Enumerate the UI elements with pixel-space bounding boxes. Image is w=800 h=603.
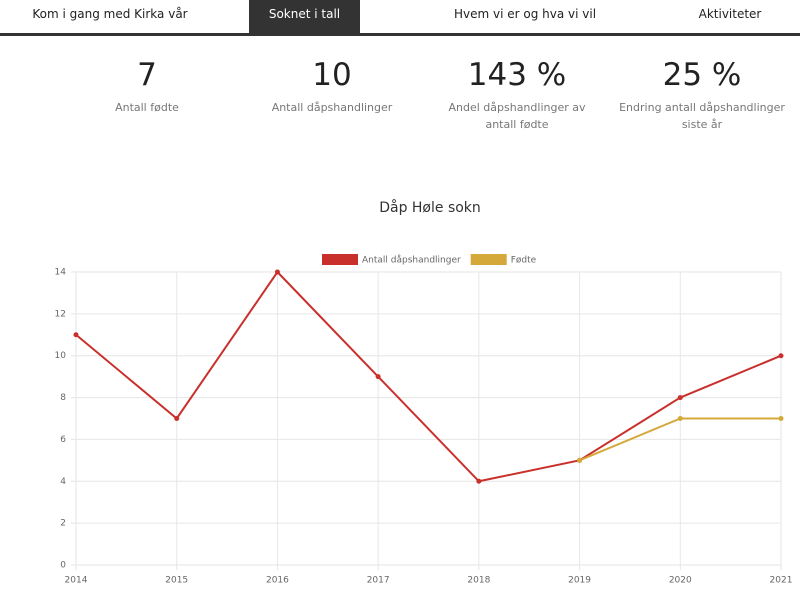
stat-card: 10 Antall dåpshandlinger	[247, 55, 417, 116]
y-tick-label: 6	[60, 435, 66, 445]
x-tick-label: 2018	[467, 576, 490, 586]
legend-swatch	[470, 254, 507, 265]
stat-value: 143 %	[467, 57, 567, 93]
x-tick-label: 2015	[165, 576, 188, 586]
stat-label: Antall dåpshandlinger	[271, 101, 393, 114]
data-point	[677, 416, 683, 421]
legend-swatch	[322, 254, 358, 265]
data-point	[274, 269, 280, 275]
data-point	[174, 416, 180, 421]
data-point	[577, 457, 583, 463]
stat-value: 25 %	[662, 57, 742, 93]
data-point	[476, 478, 482, 484]
stat-label: Andel dåpshandlinger av antall fødte	[448, 101, 586, 131]
y-tick-label: 0	[60, 561, 66, 571]
nav-tab[interactable]: Aktiviteter	[698, 7, 762, 21]
stat-value: 7	[137, 57, 157, 93]
stat-value: 10	[312, 57, 352, 93]
legend-label: Antall dåpshandlinger	[362, 255, 461, 266]
x-tick-label: 2016	[266, 576, 289, 586]
data-point	[677, 395, 683, 401]
y-tick-label: 4	[60, 477, 66, 487]
stat-card: 25 % Endring antall dåpshandlinger siste …	[617, 55, 787, 133]
stat-card: 143 % Andel dåpshandlinger av antall født…	[432, 55, 602, 133]
x-tick-label: 2019	[568, 576, 591, 586]
y-tick-label: 12	[55, 309, 66, 319]
y-tick-label: 10	[55, 351, 67, 361]
y-tick-label: 14	[55, 268, 67, 278]
x-tick-label: 2020	[669, 576, 692, 586]
nav-tab[interactable]: Kom i gang med Kirka vår	[32, 7, 188, 21]
legend-label: Fødte	[511, 256, 537, 266]
y-tick-label: 8	[60, 393, 66, 403]
x-tick-label: 2021	[770, 576, 793, 586]
data-point	[778, 416, 784, 421]
chart-title: Dåp Høle sokn	[379, 199, 481, 216]
stat-label: Antall fødte	[115, 101, 179, 114]
series-line	[75, 270, 782, 483]
stat-label: Endring antall dåpshandlinger siste år	[619, 101, 785, 131]
nav-tab[interactable]: Hvem vi er og hva vi vil	[453, 7, 597, 21]
x-tick-label: 2014	[65, 576, 88, 586]
data-point	[778, 353, 784, 359]
y-tick-label: 2	[60, 519, 66, 529]
data-point	[73, 332, 79, 338]
stat-card: 7 Antall fødte	[62, 55, 232, 116]
x-tick-label: 2017	[367, 576, 390, 586]
nav-bar: Kom i gang med Kirka vår Soknet i tall Hve…	[0, 0, 800, 36]
data-point	[375, 374, 381, 380]
nav-tab[interactable]: Soknet i tall	[249, 0, 360, 33]
